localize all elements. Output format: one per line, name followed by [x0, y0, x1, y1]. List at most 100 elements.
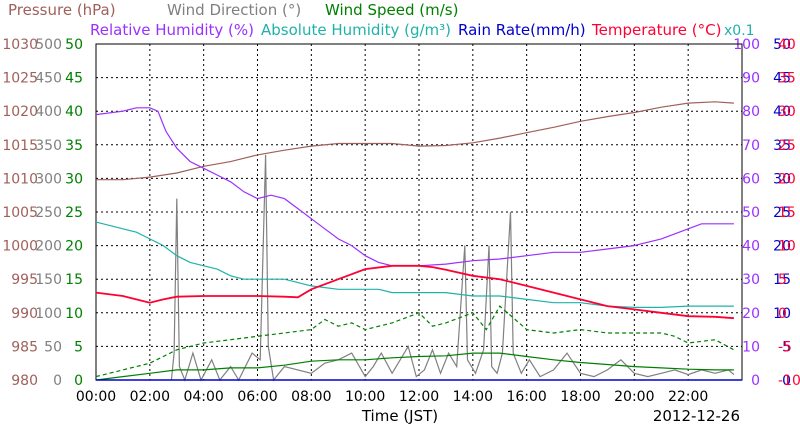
legend-item: Relative Humidity (%)	[90, 21, 254, 39]
y-tick-label-wind-direction: 150	[35, 272, 62, 288]
x-tick-label: 06:00	[237, 389, 277, 405]
x-tick-label: 00:00	[76, 389, 116, 405]
y-tick-label-wind-speed: 5	[74, 339, 83, 355]
y-tick-label-rain-rate: 5	[782, 339, 791, 355]
x-tick-label: 18:00	[560, 389, 600, 405]
right-axes: 0102030405060708090100051015202530354045…	[733, 37, 800, 389]
x-axis-label: Time (JST)	[361, 407, 438, 425]
series-line-absolute-humidity-g-m	[95, 221, 734, 308]
y-tick-label-wind-speed: 40	[65, 104, 83, 120]
y-tick-label-wind-direction: 400	[35, 104, 62, 120]
series-line-relative-humidity	[95, 107, 734, 267]
y-tick-label-pressure: 985	[11, 339, 38, 355]
y-tick-label-wind-speed: 10	[65, 306, 83, 322]
legend-item: Absolute Humidity (g/m³)	[261, 21, 451, 39]
y-tick-label-pressure: 1030	[2, 37, 38, 53]
y-tick-label-temperature: 10	[778, 239, 796, 255]
x-tick-label: 04:00	[183, 389, 223, 405]
y-tick-label-pressure: 980	[11, 373, 38, 389]
y-tick-label-wind-speed: 50	[65, 37, 83, 53]
y-tick-label-temperature: -5	[778, 339, 792, 355]
x-tick-label: 20:00	[614, 389, 654, 405]
y-tick-label-wind-speed: 35	[65, 138, 83, 154]
y-tick-label-temperature: 0	[778, 306, 787, 322]
y-tick-label-humidity: 0	[751, 373, 760, 389]
x-tick-label: 22:00	[668, 389, 708, 405]
y-tick-label-rain-rate: 35	[773, 138, 791, 154]
series-line-temperature-c	[95, 264, 734, 320]
y-tick-label-wind-speed: 30	[65, 171, 83, 187]
y-tick-label-rain-rate: 45	[773, 71, 791, 87]
legend-item: Rain Rate(mm/h)	[458, 21, 586, 39]
legend-item: Pressure (hPa)	[8, 1, 116, 19]
date-label: 2012-12-26	[653, 407, 740, 425]
y-tick-label-temperature: 30	[778, 104, 796, 120]
y-tick-label-humidity: 10	[742, 339, 760, 355]
y-tick-label-wind-speed: 0	[74, 373, 83, 389]
rain-scale-note: x0.1	[724, 23, 755, 39]
left-axes: 9809859909951000100510101015102010251030…	[2, 37, 83, 389]
y-tick-label-rain-rate: 10	[773, 306, 791, 322]
y-tick-label-humidity: 50	[742, 205, 760, 221]
y-tick-label-wind-speed: 25	[65, 205, 83, 221]
legend-item: Wind Direction (°)	[167, 1, 301, 19]
y-tick-label-rain-rate: 15	[773, 272, 791, 288]
y-tick-label-rain-rate: 0	[782, 373, 791, 389]
legend: Pressure (hPa) Wind Direction (°) Wind Spe…	[8, 1, 755, 39]
y-tick-label-humidity: 70	[742, 138, 760, 154]
y-tick-label-pressure: 1005	[2, 205, 38, 221]
legend-item: Wind Speed (m/s)	[325, 1, 458, 19]
y-tick-label-wind-direction: 100	[35, 306, 62, 322]
x-tick-label: 16:00	[506, 389, 546, 405]
y-tick-label-pressure: 995	[11, 272, 38, 288]
y-tick-label-humidity: 60	[742, 171, 760, 187]
x-tick-label: 10:00	[345, 389, 385, 405]
y-tick-label-temperature: 35	[778, 71, 796, 87]
y-tick-label-temperature: 15	[778, 205, 796, 221]
y-tick-label-temperature: -10	[778, 373, 800, 389]
x-tick-label: 08:00	[291, 389, 331, 405]
y-tick-label-pressure: 990	[11, 306, 38, 322]
y-tick-label-rain-rate: 40	[773, 104, 791, 120]
y-tick-label-temperature: 25	[778, 138, 796, 154]
y-tick-label-rain-rate: 20	[773, 239, 791, 255]
y-tick-label-humidity: 90	[742, 71, 760, 87]
y-tick-label-wind-direction: 300	[35, 171, 62, 187]
y-tick-label-wind-direction: 450	[35, 71, 62, 87]
grid	[96, 44, 742, 380]
x-tick-labels: 00:00 02:00 04:00 06:00 08:00 10:00 12:00 14:00…	[76, 389, 709, 405]
x-tick-label: 14:00	[453, 389, 493, 405]
series-line-wind-speed-gust-m-s	[95, 305, 735, 378]
y-tick-label-wind-speed: 45	[65, 71, 83, 87]
y-tick-label-humidity: 80	[742, 104, 760, 120]
y-tick-label-wind-speed: 20	[65, 239, 83, 255]
x-tick-label: 12:00	[399, 389, 439, 405]
y-tick-label-pressure: 1015	[2, 138, 38, 154]
y-tick-label-rain-rate: 30	[773, 171, 791, 187]
series	[95, 101, 742, 382]
y-tick-label-pressure: 1000	[2, 239, 38, 255]
y-tick-label-wind-speed: 15	[65, 272, 83, 288]
x-tick-label: 02:00	[130, 389, 170, 405]
y-tick-label-wind-direction: 500	[35, 37, 62, 53]
y-tick-label-wind-direction: 350	[35, 138, 62, 154]
y-tick-label-temperature: 5	[778, 272, 787, 288]
y-tick-label-wind-direction: 250	[35, 205, 62, 221]
y-tick-label-humidity: 100	[733, 37, 760, 53]
y-tick-label-temperature: 40	[778, 37, 796, 53]
legend-item: Temperature (°C)	[591, 21, 721, 39]
series-line-pressure-hpa	[96, 101, 734, 181]
y-tick-label-pressure: 1010	[2, 171, 38, 187]
y-tick-label-pressure: 1025	[2, 71, 38, 87]
y-tick-label-humidity: 30	[742, 272, 760, 288]
y-tick-label-rain-rate: 25	[773, 205, 791, 221]
y-tick-label-humidity: 40	[742, 239, 760, 255]
y-tick-label-rain-rate: 50	[773, 37, 791, 53]
y-tick-label-temperature: 20	[778, 171, 796, 187]
y-tick-label-humidity: 20	[742, 306, 760, 322]
y-tick-label-wind-direction: 200	[35, 239, 62, 255]
series-line-wind-speed-m-s	[95, 352, 734, 381]
y-tick-label-wind-direction: 0	[53, 373, 62, 389]
y-tick-label-pressure: 1020	[2, 104, 38, 120]
